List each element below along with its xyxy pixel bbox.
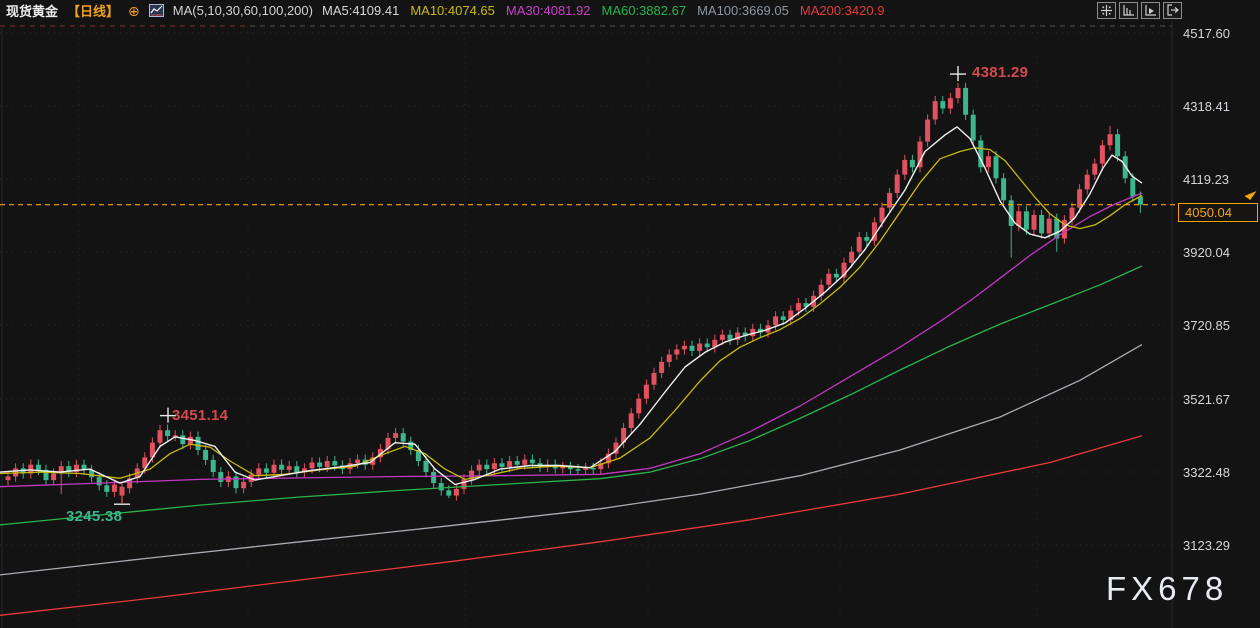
axis-tick-label: 3720.85 [1183,318,1230,333]
axis-tick-label: 3123.29 [1183,538,1230,553]
ma200-value: MA200:3420.9 [799,3,885,18]
ma60-value: MA60:3882.67 [601,3,687,18]
ma30-value: MA30:4081.92 [505,3,591,18]
ma-settings-label: MA(5,10,30,60,100,200) [172,3,313,18]
axis-tick-label: 3920.04 [1183,245,1230,260]
ma10-value: MA10:4074.65 [410,3,495,18]
ma100-value: MA100:3669.05 [697,3,789,18]
price-annotation: 3245.38 [66,508,123,525]
ma5-value: MA5:4109.41 [321,3,400,18]
chart-toolbar [1097,2,1182,19]
axis-tick-label: 4119.23 [1183,172,1230,187]
price-annotation: 4381.29 [972,64,1029,81]
kline-chart-icon[interactable] [148,4,164,17]
watermark: FX678 [1106,570,1229,607]
axis-play-icon[interactable] [1141,2,1160,19]
period-label: 【日线】 [67,4,120,19]
circle-plus-icon[interactable]: ⊕ [128,2,140,19]
chart-header: 现货黄金 【日线】 ⊕ MA(5,10,30,60,100,200) MA5:4… [0,0,1260,21]
axis-scale-icon[interactable] [1119,2,1138,19]
price-annotation: 3451.14 [172,407,229,424]
symbol-title: 现货黄金 [6,4,59,19]
axis-tick-label: 4318.41 [1183,99,1230,114]
axis-tick-label: 4517.60 [1183,26,1230,41]
axis-tick-label: 3322.48 [1183,465,1230,480]
axis-tick-label: 3521.67 [1183,392,1230,407]
current-price-badge: 4050.04 [1178,203,1258,222]
exit-fullscreen-icon[interactable] [1163,2,1182,19]
pan-crosshair-icon[interactable] [1097,2,1116,19]
